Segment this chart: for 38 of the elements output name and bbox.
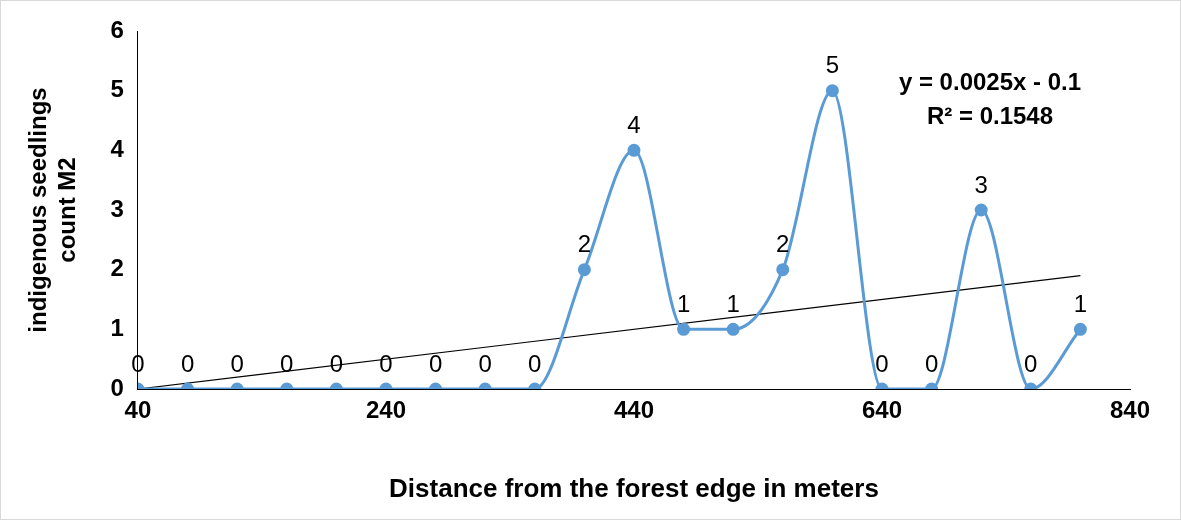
data-label: 0 — [528, 349, 542, 377]
point — [825, 84, 839, 98]
x-tick-label: 440 — [613, 396, 654, 424]
x-tick-label: 840 — [1109, 396, 1151, 424]
data-label: 0 — [180, 349, 195, 377]
data-label: 0 — [875, 349, 889, 377]
annotation: R² = 0.1548 — [926, 101, 1054, 129]
x-tick-label: 640 — [861, 396, 903, 424]
data-label: 1 — [676, 289, 691, 317]
data-label: 0 — [924, 349, 939, 377]
data-label: 0 — [1024, 349, 1038, 377]
point — [627, 143, 641, 157]
data-label: 1 — [1073, 289, 1088, 317]
y-tick-label: 5 — [110, 75, 124, 103]
data-label: 0 — [428, 349, 443, 377]
y-axis-title: indigenous seedlings count M2 — [24, 87, 80, 333]
y-tick-label: 4 — [110, 134, 125, 162]
data-label: 2 — [776, 230, 790, 258]
point — [776, 263, 790, 277]
annotation: y = 0.0025x - 0.1 — [898, 67, 1082, 95]
data-label: 2 — [577, 230, 592, 258]
y-tick-label: 2 — [110, 254, 124, 282]
data-label: 4 — [627, 110, 641, 138]
y-tick-label: 3 — [110, 194, 124, 222]
y-tick-label: 1 — [110, 313, 124, 341]
data-label: 0 — [230, 349, 244, 377]
data-label: 0 — [280, 349, 294, 377]
data-label: 3 — [974, 170, 988, 198]
x-tick-label: 240 — [365, 396, 406, 424]
point — [577, 263, 591, 277]
data-label: 1 — [726, 289, 740, 317]
data-label: 0 — [478, 349, 492, 377]
x-axis-title: Distance from the forest edge in meters — [389, 472, 879, 503]
y-tick-label: 6 — [110, 15, 124, 43]
y-tick-label: 0 — [110, 373, 124, 401]
x-tick-label: 40 — [124, 396, 152, 424]
point — [974, 203, 988, 217]
data-label: 5 — [825, 51, 840, 79]
